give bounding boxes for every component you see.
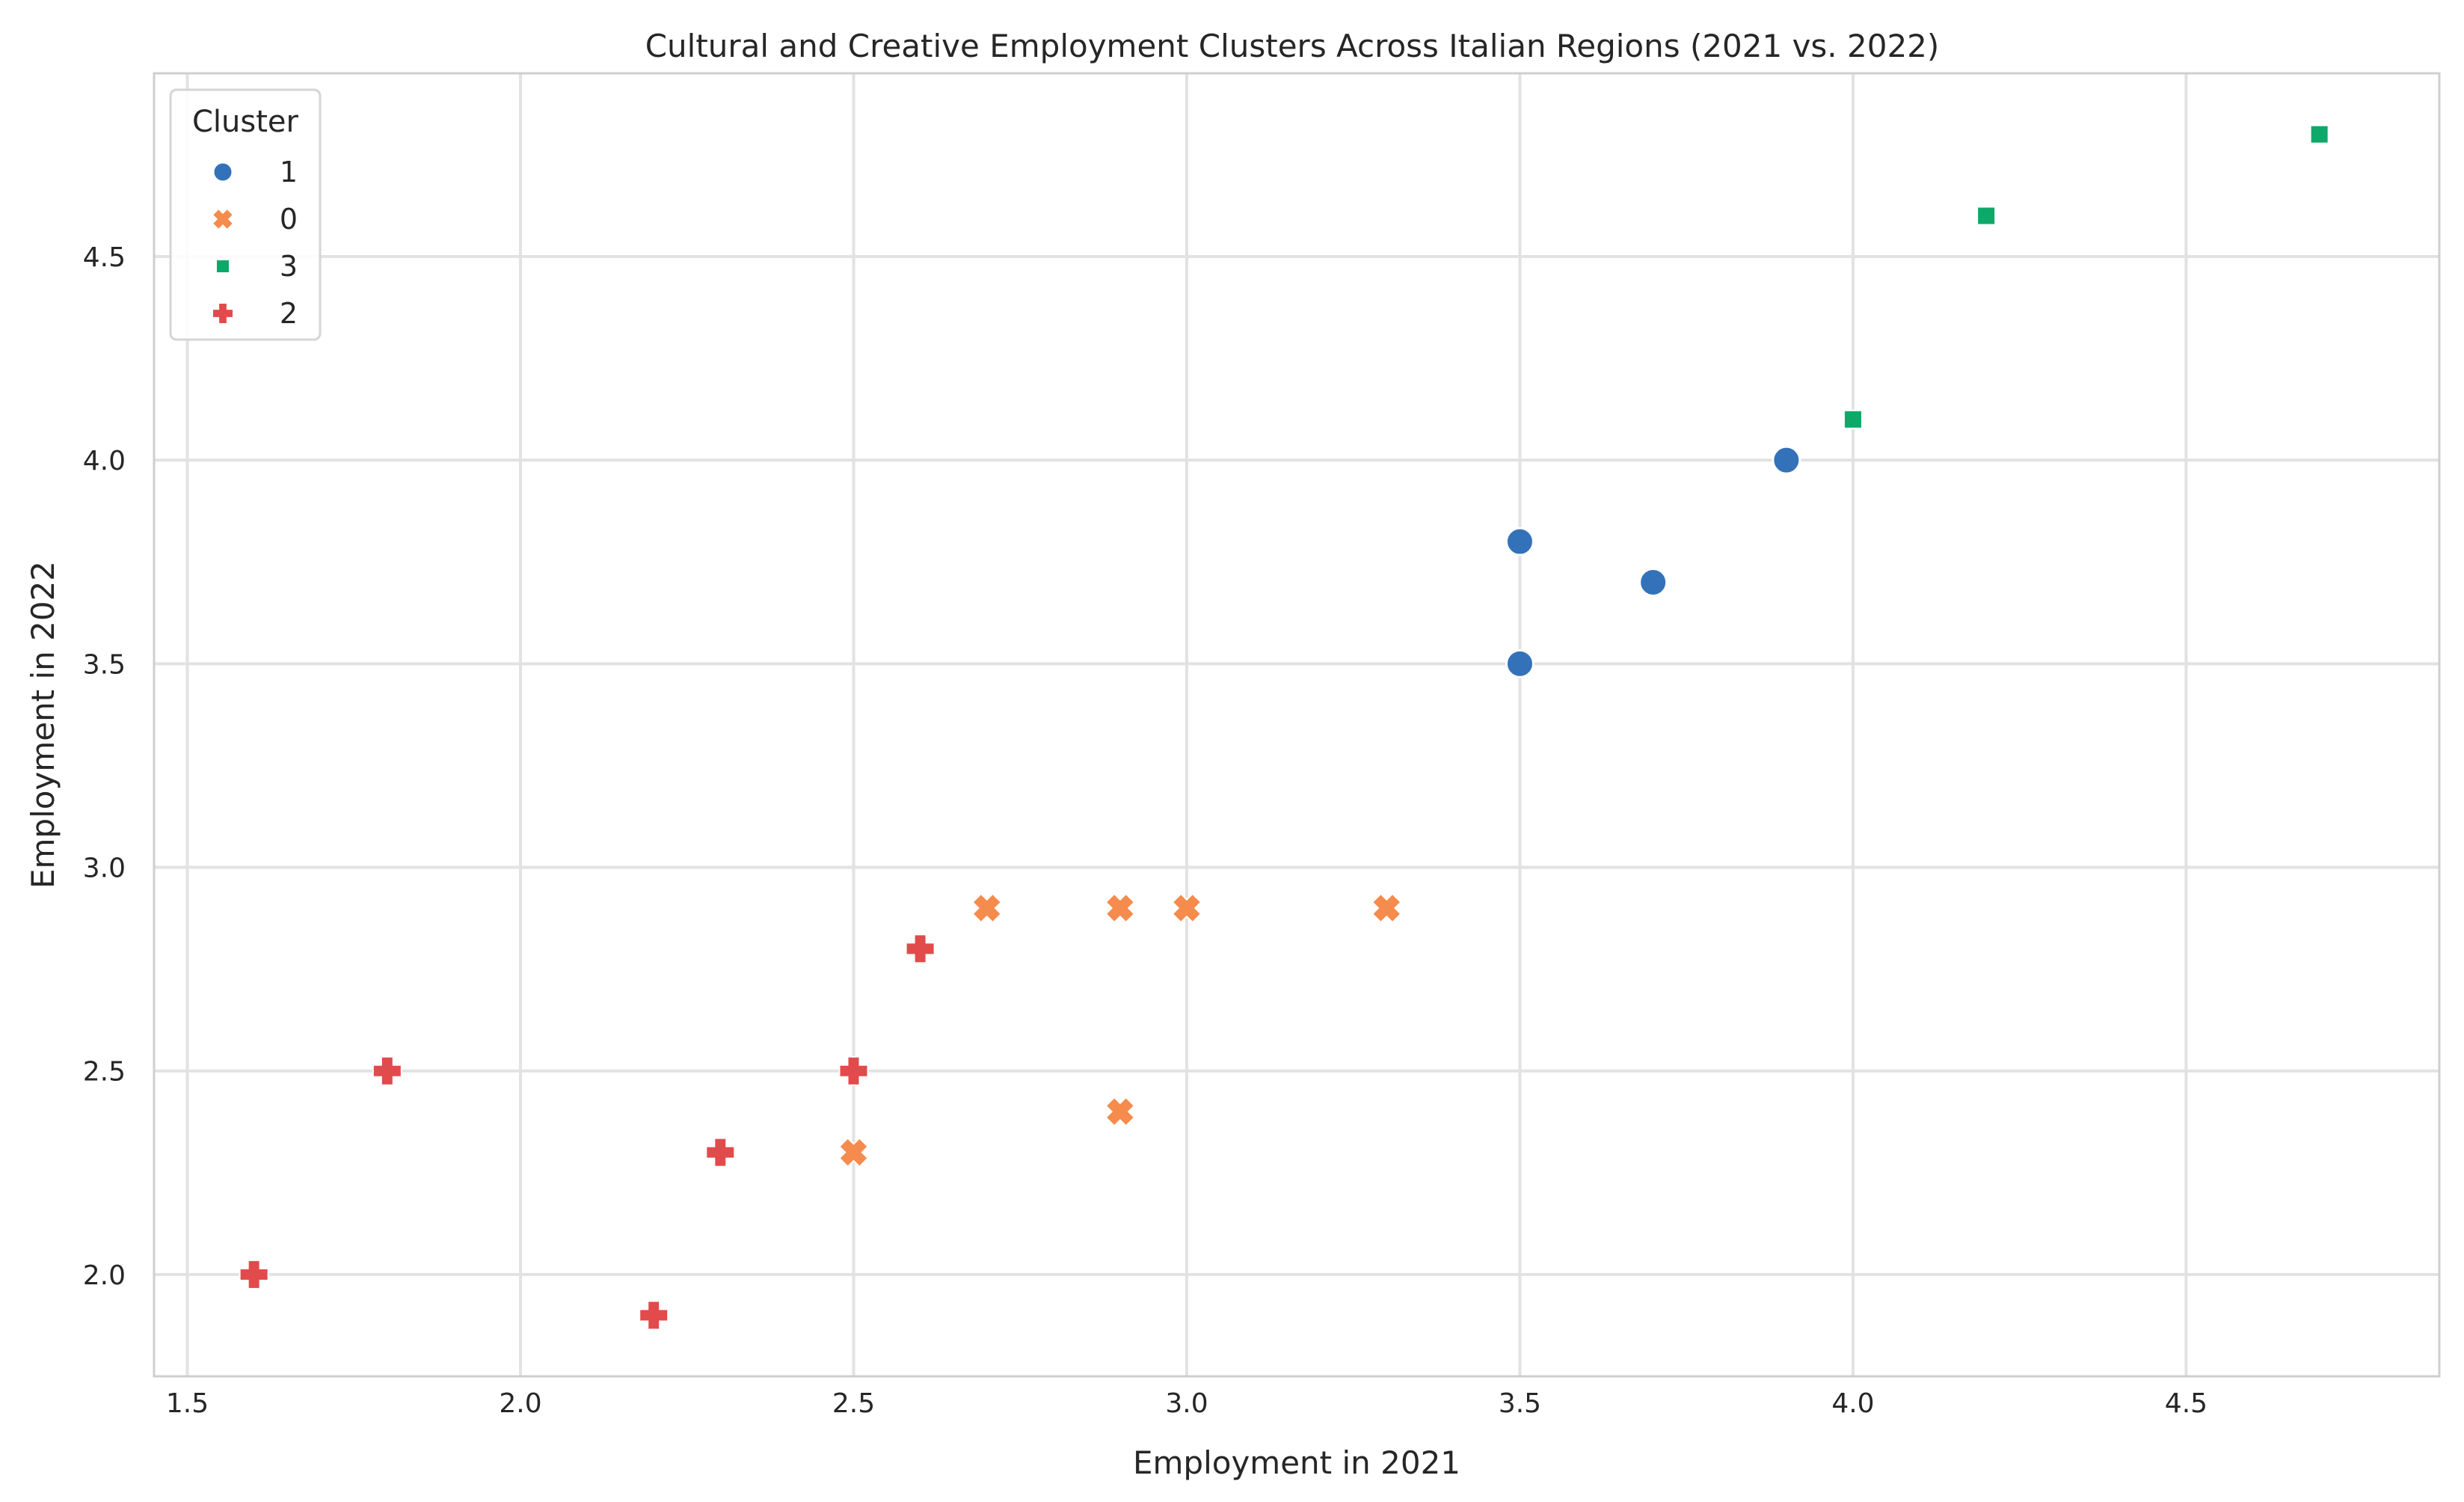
point-cluster-3-1 [1976, 206, 1997, 226]
point-cluster-3-0 [2309, 124, 2329, 144]
series-cluster-0 [838, 892, 1402, 1168]
point-cluster-0-3 [1371, 892, 1402, 924]
y-axis-label: Employment in 2022 [25, 561, 61, 889]
legend: Cluster 1 0 3 2 [169, 88, 322, 341]
x-tick-label-1: 2.0 [499, 1388, 541, 1419]
point-cluster-1-3 [1505, 649, 1534, 678]
series-cluster-2 [239, 934, 935, 1331]
grid-lines [154, 73, 2439, 1376]
legend-marker-0 [211, 207, 235, 231]
legend-marker-3 [215, 259, 230, 274]
point-cluster-1-0 [1505, 527, 1534, 557]
series-cluster-3 [1843, 124, 2329, 429]
x-tick-label-5: 4.0 [1831, 1388, 1874, 1419]
legend-title: Cluster [192, 105, 299, 139]
y-tick-label-5: 4.5 [83, 242, 126, 273]
plot-background [154, 73, 2439, 1376]
point-cluster-2-1 [372, 1055, 402, 1086]
point-cluster-2-2 [639, 1300, 669, 1331]
point-cluster-0-5 [838, 1137, 870, 1168]
y-axis-ticks: 2.0 2.5 3.0 3.5 4.0 4.5 [83, 242, 126, 1291]
point-cluster-0-1 [1105, 892, 1136, 924]
series-cluster-1 [1505, 445, 1801, 678]
y-tick-label-2: 3.0 [83, 853, 126, 884]
point-cluster-2-3 [705, 1137, 736, 1168]
plot-frame [153, 72, 2441, 1378]
y-tick-label-1: 2.5 [83, 1057, 126, 1088]
point-cluster-2-0 [239, 1259, 269, 1290]
legend-box [169, 88, 322, 341]
x-tick-label-3: 3.0 [1165, 1388, 1208, 1419]
legend-marker-1 [212, 161, 234, 183]
point-cluster-2-5 [905, 934, 935, 964]
y-tick-label-4: 4.0 [83, 446, 126, 476]
point-cluster-2-4 [838, 1055, 869, 1086]
x-tick-label-2: 2.5 [832, 1388, 875, 1419]
y-tick-label-3: 3.5 [83, 649, 126, 680]
point-cluster-3-2 [1843, 409, 1863, 429]
legend-label-1: 1 [280, 156, 298, 188]
legend-label-3: 3 [280, 250, 298, 283]
point-cluster-0-4 [1105, 1096, 1136, 1127]
point-cluster-0-2 [1171, 892, 1202, 924]
legend-label-2: 2 [280, 297, 298, 330]
data-points [239, 124, 2329, 1331]
x-tick-label-4: 3.5 [1499, 1388, 1541, 1419]
plot-area [153, 72, 2441, 1378]
x-axis-label: Employment in 2021 [1133, 1444, 1460, 1481]
x-tick-label-6: 4.5 [2165, 1388, 2208, 1419]
point-cluster-1-2 [1772, 445, 1801, 475]
legend-marker-2 [212, 302, 234, 325]
point-cluster-0-0 [971, 892, 1003, 924]
x-axis-ticks: 1.5 2.0 2.5 3.0 3.5 4.0 4.5 [166, 1388, 2208, 1419]
chart-title: Cultural and Creative Employment Cluster… [645, 28, 1940, 64]
x-tick-label-0: 1.5 [166, 1388, 209, 1419]
legend-label-0: 0 [280, 203, 298, 236]
point-cluster-1-1 [1638, 567, 1668, 597]
y-tick-label-0: 2.0 [83, 1260, 126, 1291]
